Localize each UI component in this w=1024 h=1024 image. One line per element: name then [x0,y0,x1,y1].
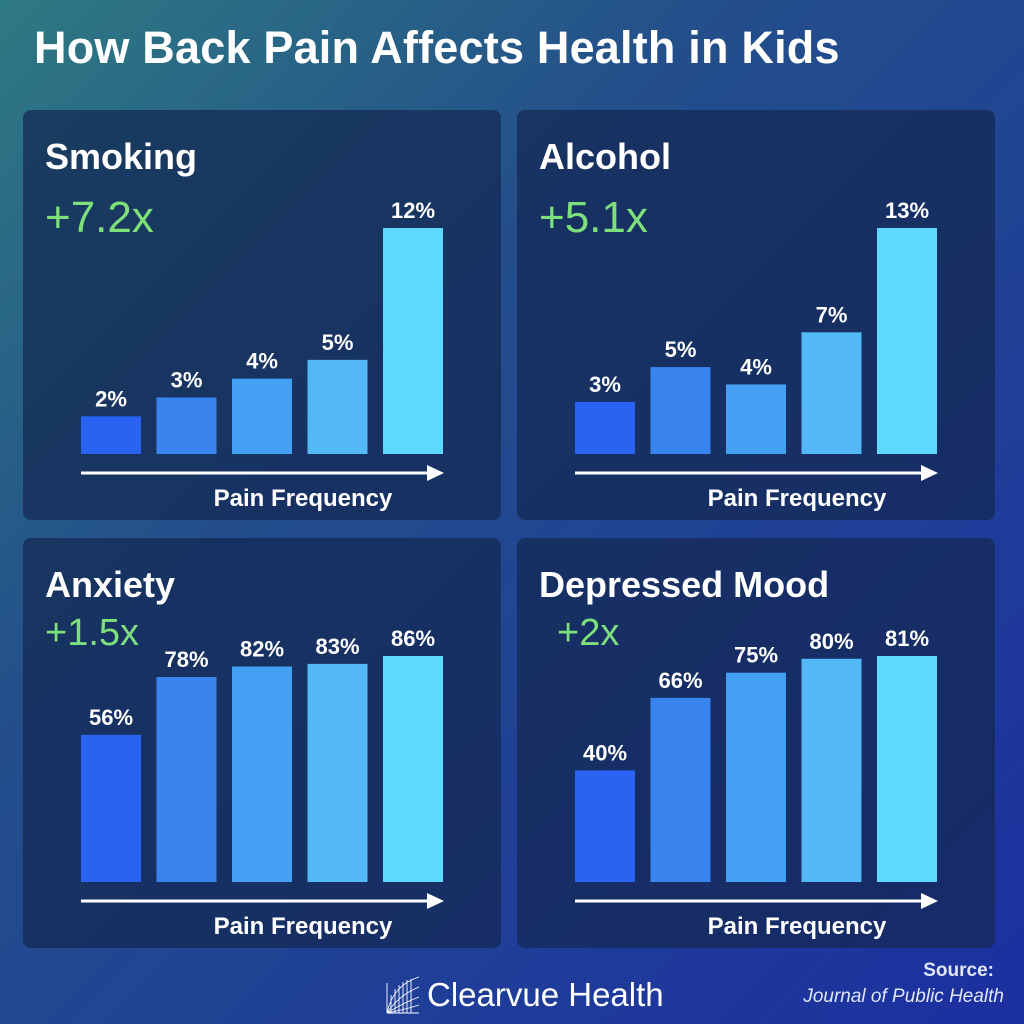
data-label: 86% [391,626,435,651]
page-title: How Back Pain Affects Health in Kids [34,22,840,73]
bar [650,367,711,454]
bar [156,397,217,454]
smoking-panel: Smoking +7.2x 2% 3% 4% 5% 12% Pain Frequency [23,110,501,520]
bar [726,672,786,882]
data-label: 13% [885,198,929,223]
multiplier-value: +5.1x [539,193,648,242]
bar [232,378,292,454]
data-label: 12% [391,198,435,223]
data-label: 56% [89,705,133,730]
bar [307,359,368,454]
bar [307,663,368,882]
alcohol-bar-chart: 3% 5% 4% 7% 13% Pain Frequency [575,198,938,512]
bar [575,401,635,454]
data-label: 5% [322,330,354,355]
bar [877,228,937,454]
multiplier-value: +7.2x [45,193,154,242]
axis-arrowhead-icon [921,893,938,909]
brand-name: Clearvue Health [427,976,664,1013]
axis-arrowhead-icon [921,465,938,481]
multiplier-value: +2x [557,612,620,654]
bar [877,656,937,882]
panel-title: Anxiety [45,564,176,605]
bar [726,384,786,454]
x-axis-label: Pain Frequency [708,485,887,512]
bar [575,770,635,882]
depressed-mood-bar-chart: 40% 66% 75% 80% 81% Pain Frequency [575,626,938,940]
multiplier-value: +1.5x [45,612,140,654]
data-label: 3% [589,372,621,397]
bar [383,228,443,454]
data-label: 82% [240,637,284,662]
x-axis-label: Pain Frequency [708,913,887,940]
x-axis-label: Pain Frequency [214,913,393,940]
x-axis-label: Pain Frequency [214,485,393,512]
panel-title: Alcohol [539,136,671,177]
axis-arrowhead-icon [427,465,444,481]
bar [81,416,141,454]
data-label: 66% [658,668,702,693]
bar [383,656,443,882]
data-label: 2% [95,386,127,411]
smoking-bar-chart: 2% 3% 4% 5% 12% Pain Frequency [81,198,444,512]
panel-title: Smoking [45,136,198,177]
data-label: 78% [164,647,208,672]
logo-icon [386,976,420,1014]
brand-logo: Clearvue Health [385,972,664,1018]
data-label: 83% [315,634,359,659]
data-label: 4% [740,354,772,379]
data-label: 81% [885,626,929,651]
data-label: 75% [734,643,778,668]
data-label: 80% [809,629,853,654]
bar [650,697,711,882]
bar [801,332,862,454]
alcohol-panel: Alcohol +5.1x 3% 5% 4% 7% 13% Pain Frequency [517,110,995,520]
axis-arrowhead-icon [427,893,444,909]
data-label: 40% [583,740,627,765]
data-label: 3% [171,368,203,393]
bar [232,666,292,882]
bar [81,734,141,882]
data-label: 5% [665,337,697,362]
anxiety-bar-chart: 56% 78% 82% 83% 86% Pain Frequency [81,626,444,940]
depressed-mood-panel: Depressed Mood +2x 40% 66% 75% 80% 81% Pain F… [517,538,995,948]
bar [156,677,217,882]
panel-title: Depressed Mood [539,564,830,605]
source-label: Source: [923,960,994,981]
bar [801,658,862,882]
anxiety-panel: Anxiety +1.5x 56% 78% 82% 83% 86% Pain Freque… [23,538,501,948]
source-name: Journal of Public Health [803,986,1004,1007]
data-label: 7% [816,302,848,327]
data-label: 4% [246,349,278,374]
